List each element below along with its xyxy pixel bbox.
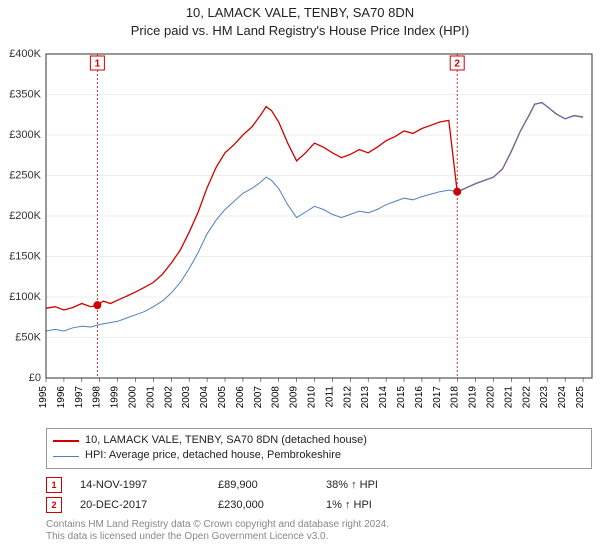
chart-title-sub: Price paid vs. HM Land Registry's House … [0, 22, 600, 40]
sale-marker-num-2: 2 [454, 59, 460, 70]
y-tick-label: £300K [9, 129, 41, 141]
x-tick-label: 1999 [110, 386, 121, 409]
x-tick-label: 2000 [128, 386, 139, 409]
legend-label: HPI: Average price, detached house, Pemb… [85, 448, 341, 463]
x-tick-label: 2011 [324, 386, 335, 408]
y-tick-label: £150K [9, 251, 41, 263]
x-tick-label: 2016 [414, 386, 425, 409]
x-tick-label: 2020 [486, 386, 497, 409]
x-tick-label: 2008 [271, 386, 282, 409]
y-tick-label: £400K [9, 48, 41, 60]
x-tick-label: 2007 [253, 386, 264, 409]
y-tick-label: £100K [9, 291, 41, 303]
y-tick-label: £200K [9, 210, 41, 222]
attribution-line1: Contains HM Land Registry data © Crown c… [46, 519, 592, 532]
x-tick-label: 2015 [396, 386, 407, 409]
x-tick-label: 2022 [521, 386, 532, 409]
sale-row: 1 14-NOV-1997 £89,900 38% ↑ HPI [46, 477, 592, 493]
chart-footer-area: 10, LAMACK VALE, TENBY, SA70 8DN (detach… [46, 428, 592, 544]
y-tick-label: £50K [15, 332, 41, 344]
x-tick-label: 2023 [539, 386, 550, 409]
y-tick-label: £0 [29, 372, 41, 384]
title-block: 10, LAMACK VALE, TENBY, SA70 8DN Price p… [0, 0, 600, 39]
sale-rows: 1 14-NOV-1997 £89,900 38% ↑ HPI 2 20-DEC-2017… [46, 477, 592, 513]
x-tick-label: 2012 [342, 386, 353, 409]
chart-svg: £0 £50K £100K £150K £200K £250K £300K £350K £400… [0, 42, 600, 422]
legend-row: HPI: Average price, detached house, Pemb… [53, 448, 585, 463]
legend-swatch [53, 456, 79, 457]
x-tick-label: 1995 [38, 386, 49, 409]
x-tick-label: 1996 [56, 386, 67, 409]
x-tick-label: 2024 [557, 386, 568, 409]
x-tick-label: 2013 [360, 386, 371, 409]
chart-plot: £0 £50K £100K £150K £200K £250K £300K £350K £400… [0, 42, 600, 422]
sale-row: 2 20-DEC-2017 £230,000 1% ↑ HPI [46, 497, 592, 513]
x-tick-label: 2002 [163, 386, 174, 409]
x-tick-label: 1997 [74, 386, 85, 409]
x-tick-label: 2018 [450, 386, 461, 409]
chart-title-address: 10, LAMACK VALE, TENBY, SA70 8DN [0, 4, 600, 22]
x-tick-label: 2003 [181, 386, 192, 409]
sale-price: £230,000 [218, 499, 308, 511]
x-tick-label: 2005 [217, 386, 228, 409]
x-tick-label: 2001 [145, 386, 156, 409]
sale-price: £89,900 [218, 479, 308, 491]
x-tick-label: 2004 [199, 386, 210, 409]
y-tick-label: £250K [9, 170, 41, 182]
sale-marker-num-1: 1 [95, 59, 101, 70]
x-tick-label: 2017 [432, 386, 443, 409]
y-tick-label: £350K [9, 89, 41, 101]
attribution: Contains HM Land Registry data © Crown c… [46, 519, 592, 544]
sale-pct: 38% ↑ HPI [326, 479, 436, 491]
x-tick-label: 2006 [235, 386, 246, 409]
legend: 10, LAMACK VALE, TENBY, SA70 8DN (detach… [46, 428, 592, 469]
attribution-line2: This data is licensed under the Open Gov… [46, 531, 592, 544]
sale-marker-dot-2 [453, 188, 461, 196]
x-tick-label: 2025 [575, 386, 586, 409]
x-tick-label: 2019 [468, 386, 479, 409]
legend-swatch [53, 440, 79, 442]
chart-container: 10, LAMACK VALE, TENBY, SA70 8DN Price p… [0, 0, 600, 560]
sale-date: 20-DEC-2017 [80, 499, 200, 511]
x-tick-label: 2014 [378, 386, 389, 409]
sale-marker-dot-1 [93, 301, 101, 309]
x-tick-label: 2010 [307, 386, 318, 409]
sale-pct: 1% ↑ HPI [326, 499, 436, 511]
legend-row: 10, LAMACK VALE, TENBY, SA70 8DN (detach… [53, 433, 585, 448]
x-tick-label: 2009 [289, 386, 300, 409]
x-tick-label: 1998 [92, 386, 103, 409]
legend-label: 10, LAMACK VALE, TENBY, SA70 8DN (detach… [85, 433, 367, 448]
sale-marker-badge: 1 [46, 477, 62, 493]
x-tick-label: 2021 [503, 386, 514, 409]
sale-date: 14-NOV-1997 [80, 479, 200, 491]
sale-marker-badge: 2 [46, 497, 62, 513]
